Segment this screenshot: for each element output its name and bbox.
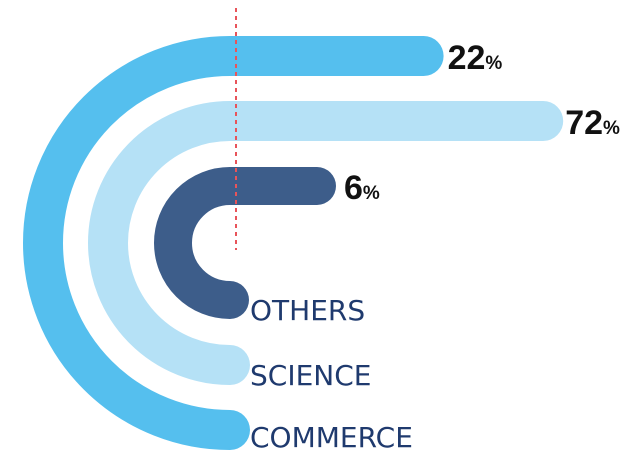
- value-number: 22: [448, 39, 486, 77]
- value-label-commerce: 22%: [448, 39, 503, 77]
- category-label-commerce: COMMERCE: [250, 421, 413, 454]
- value-label-science: 72%: [565, 104, 620, 142]
- bar-science: [88, 101, 564, 385]
- category-label-science: SCIENCE: [250, 359, 371, 392]
- value-number: 72: [565, 104, 603, 142]
- bar-commerce: [23, 36, 444, 450]
- value-unit: %: [603, 118, 620, 139]
- value-label-others: 6%: [344, 169, 380, 207]
- value-number: 6: [344, 169, 363, 207]
- value-unit: %: [485, 53, 502, 74]
- value-unit: %: [363, 183, 380, 204]
- category-label-others: OTHERS: [250, 294, 365, 327]
- bar-others: [154, 167, 336, 319]
